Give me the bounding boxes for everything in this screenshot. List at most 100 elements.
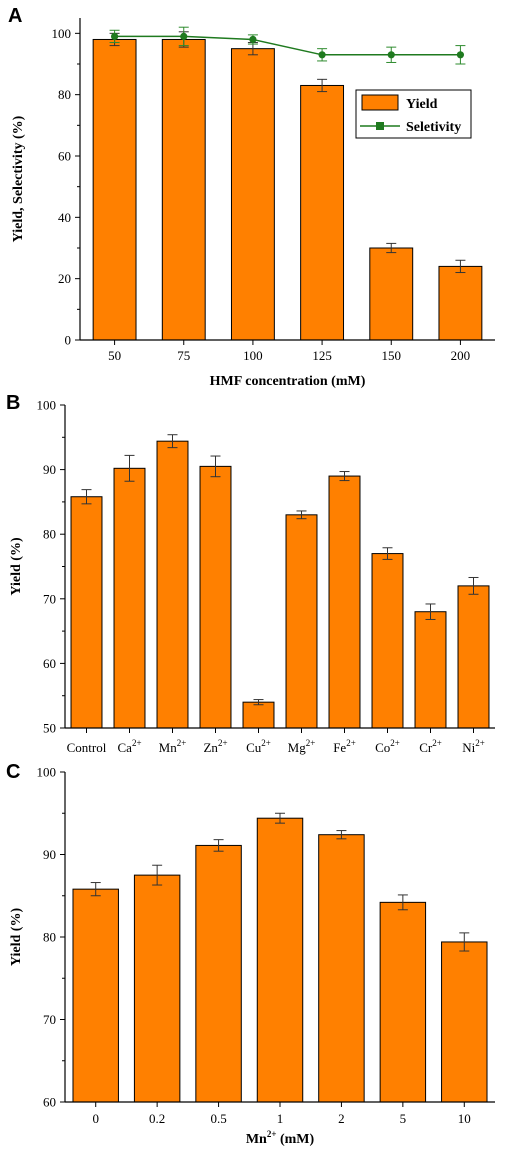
x-tick-label-base: Co bbox=[375, 740, 390, 755]
bar bbox=[199, 465, 232, 729]
error-bar bbox=[296, 510, 307, 520]
error-bar bbox=[336, 830, 347, 840]
legend-marker-selectivity bbox=[376, 122, 384, 130]
error-bar bbox=[213, 839, 224, 852]
legend-label-selectivity: Seletivity bbox=[406, 120, 461, 135]
y-tick-label: 70 bbox=[43, 1012, 56, 1027]
legend: Yield Seletivity bbox=[355, 89, 472, 139]
line-point bbox=[249, 35, 257, 44]
line-point bbox=[110, 32, 119, 41]
x-tick-label: Ni2+ bbox=[462, 738, 485, 755]
x-tick-label: 200 bbox=[451, 348, 471, 363]
x-tick-label: 100 bbox=[243, 348, 263, 363]
y-tick-label: 80 bbox=[43, 527, 56, 542]
x-tick-label-base: Control bbox=[67, 740, 107, 755]
error-bar bbox=[397, 894, 408, 911]
x-tick-label-sup: 2+ bbox=[261, 738, 271, 748]
x-tick-label: Control bbox=[67, 740, 107, 755]
x-tick-label-sup: 2+ bbox=[218, 738, 228, 748]
bar bbox=[92, 38, 137, 341]
bar bbox=[414, 611, 447, 729]
bar bbox=[438, 265, 483, 341]
y-tick-label: 0 bbox=[65, 333, 72, 348]
y-tick-label: 100 bbox=[37, 765, 57, 780]
x-tick-label-sup: 2+ bbox=[177, 738, 187, 748]
error-bar bbox=[210, 455, 221, 478]
y-tick-label: 90 bbox=[43, 462, 56, 477]
x-tick-label: 75 bbox=[177, 348, 190, 363]
bar bbox=[457, 585, 490, 729]
x-tick-label-base: Cu bbox=[246, 740, 262, 755]
x-tick-label: 0.2 bbox=[149, 1111, 165, 1126]
error-bar bbox=[455, 259, 466, 274]
bar bbox=[161, 38, 206, 341]
x-axis-label-sup: 2+ bbox=[267, 1129, 277, 1139]
x-tick-label-base: Ca bbox=[117, 740, 132, 755]
bar bbox=[133, 874, 181, 1103]
bar bbox=[285, 514, 318, 729]
error-bar bbox=[124, 454, 135, 482]
bar bbox=[328, 475, 361, 729]
x-tick-label: Cu2+ bbox=[246, 738, 271, 755]
y-tick-label: 100 bbox=[52, 26, 72, 41]
y-tick-label: 80 bbox=[43, 930, 56, 945]
bar bbox=[242, 701, 275, 729]
x-tick-label: Zn2+ bbox=[203, 738, 227, 755]
x-tick-label-base: Cr bbox=[419, 740, 433, 755]
bar bbox=[379, 901, 427, 1103]
line-point bbox=[456, 51, 465, 59]
y-tick-label: 20 bbox=[58, 271, 71, 286]
y-tick-label: 100 bbox=[37, 398, 57, 413]
panel-C: C 60 70 80 90 100 0 0.2 0.5 1 2 5 10 Mn2+ (mM) Yield (… bbox=[6, 761, 495, 1147]
bar bbox=[72, 888, 119, 1103]
x-tick-label: Ca2+ bbox=[117, 738, 141, 755]
x-tick-label: Mn2+ bbox=[159, 738, 187, 755]
x-tick-label-base: Fe bbox=[333, 740, 346, 755]
error-bar bbox=[81, 489, 92, 505]
error-bar bbox=[317, 78, 328, 93]
bar bbox=[70, 496, 103, 729]
y-tick-label: 50 bbox=[43, 721, 56, 736]
x-tick-label-base: Ni bbox=[462, 740, 475, 755]
line-point bbox=[318, 51, 326, 59]
x-tick-label: 0 bbox=[92, 1111, 99, 1126]
bar bbox=[156, 440, 189, 729]
bar bbox=[113, 467, 146, 729]
y-tick-label: 80 bbox=[58, 87, 71, 102]
bar bbox=[441, 941, 488, 1103]
x-tick-label: Mg2+ bbox=[288, 738, 316, 755]
error-bar bbox=[382, 547, 393, 560]
x-tick-label-sup: 2+ bbox=[132, 738, 142, 748]
y-tick-label: 90 bbox=[43, 847, 56, 862]
error-bar bbox=[275, 812, 285, 824]
bar bbox=[369, 247, 414, 341]
error-bar bbox=[339, 471, 350, 482]
x-tick-label: 5 bbox=[400, 1111, 407, 1126]
y-tick-label: 60 bbox=[43, 1095, 56, 1110]
y-tick-label: 70 bbox=[43, 591, 56, 606]
x-tick-label: 2 bbox=[338, 1111, 345, 1126]
panel-A: A 0 20 40 60 80 100 50 75 100 125 150 200 HMF concent… bbox=[8, 5, 495, 389]
bar bbox=[371, 553, 404, 729]
x-tick-label: 50 bbox=[108, 348, 121, 363]
error-bar bbox=[468, 576, 479, 595]
error-bar bbox=[386, 242, 397, 254]
y-axis-label: Yield, Selectivity (%) bbox=[11, 115, 26, 242]
legend-swatch-yield bbox=[361, 94, 399, 111]
error-bar bbox=[253, 699, 264, 706]
error-bar bbox=[425, 603, 436, 620]
x-tick-label: Cr2+ bbox=[419, 738, 442, 755]
bar bbox=[300, 84, 345, 341]
x-tick-label-sup: 2+ bbox=[306, 738, 316, 748]
y-axis-label: Yield (%) bbox=[9, 908, 24, 967]
bar bbox=[230, 48, 275, 341]
bar bbox=[318, 834, 365, 1103]
x-axis-label-base: Mn bbox=[246, 1132, 267, 1147]
bar bbox=[195, 844, 242, 1103]
x-tick-label-base: Zn bbox=[203, 740, 218, 755]
line-point bbox=[180, 32, 188, 41]
panel-label-A: A bbox=[8, 5, 22, 27]
error-bar bbox=[90, 882, 101, 897]
error-bar bbox=[152, 864, 163, 886]
